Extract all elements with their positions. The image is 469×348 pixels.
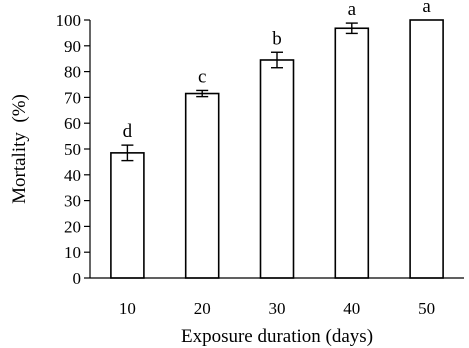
bar-50 [409, 19, 444, 279]
bar-10 [110, 152, 145, 279]
y-tick-label: 70 [64, 88, 81, 107]
significance-label-30: b [272, 28, 282, 49]
x-tick-label: 30 [269, 299, 286, 318]
significance-label-20: c [198, 66, 206, 87]
y-tick-label: 40 [64, 166, 81, 185]
bar-40 [334, 27, 370, 279]
y-tick-label: 90 [64, 37, 81, 56]
x-tick-label: 20 [194, 299, 211, 318]
bar-30 [259, 59, 295, 279]
y-axis-title: Mortality (%) [9, 94, 30, 204]
significance-label-10: d [123, 121, 133, 142]
y-tick-label: 10 [64, 243, 81, 262]
significance-label-40: a [348, 0, 357, 20]
y-tick-label: 0 [73, 269, 82, 288]
bars [110, 19, 444, 279]
error-bars [121, 22, 358, 162]
x-axis-tick-labels: 10 20 30 40 50 [119, 299, 435, 318]
y-tick-label: 50 [64, 140, 81, 159]
y-tick-label: 30 [64, 192, 81, 211]
x-axis-title: Exposure duration (days) [181, 326, 373, 347]
y-axis-tick-labels: 0 10 20 30 40 50 60 70 80 90 100 [56, 11, 82, 288]
y-axis-ticks [84, 19, 90, 279]
x-tick-label: 40 [343, 299, 360, 318]
y-tick-label: 100 [56, 11, 82, 30]
significance-labels: d c b a a [123, 0, 432, 142]
y-tick-label: 80 [64, 63, 81, 82]
y-tick-label: 20 [64, 217, 81, 236]
y-tick-label: 60 [64, 114, 81, 133]
x-tick-label: 50 [418, 299, 435, 318]
x-tick-label: 10 [119, 299, 136, 318]
bar-20 [184, 92, 220, 279]
significance-label-50: a [422, 0, 431, 17]
